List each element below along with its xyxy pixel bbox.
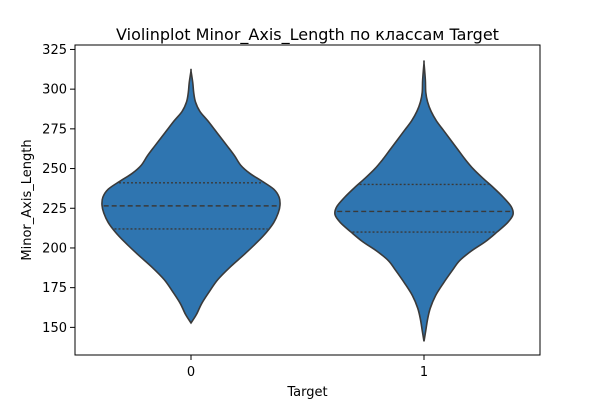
chart-title: Violinplot Minor_Axis_Length по классам … bbox=[116, 25, 499, 45]
x-tick-label: 1 bbox=[420, 365, 428, 380]
x-axis-label: Target bbox=[286, 385, 327, 400]
quartile-lines-layer bbox=[103, 182, 511, 233]
violin-target-0 bbox=[101, 68, 281, 325]
plot-frame bbox=[74, 44, 541, 356]
y-tick-label: 250 bbox=[42, 162, 67, 177]
y-tick-label: 150 bbox=[42, 321, 67, 336]
y-tick-label: 225 bbox=[42, 202, 67, 217]
y-tick-label: 325 bbox=[42, 43, 67, 58]
y-tick-label: 300 bbox=[42, 83, 67, 98]
y-axis-label: Minor_Axis_Length bbox=[20, 139, 35, 260]
violins-layer bbox=[101, 60, 514, 342]
y-axis: 150 175 200 225 250 275 300 325 bbox=[42, 43, 75, 336]
y-tick-label: 200 bbox=[42, 241, 67, 256]
y-tick-label: 175 bbox=[42, 281, 67, 296]
violin-target-1 bbox=[334, 60, 514, 342]
x-tick-label: 0 bbox=[187, 365, 195, 380]
y-tick-label: 275 bbox=[42, 122, 67, 137]
